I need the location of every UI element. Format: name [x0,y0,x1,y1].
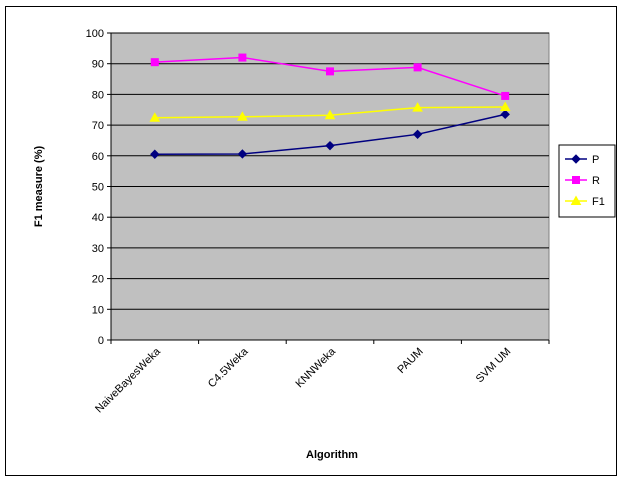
data-point [325,140,335,151]
axes [107,32,550,344]
x-tick-label: KNNWeka [293,345,338,390]
gridlines [111,32,549,310]
x-axis-title: Algorithm [306,449,358,461]
chart-frame: 0 10 20 30 40 50 60 70 80 90 100 NaiveBayesWeka C4.… [5,6,617,476]
legend-marker [572,176,580,184]
data-point [237,149,248,159]
data-point [238,53,247,62]
series-f1 [149,101,511,122]
data-point [501,91,510,100]
y-tick-label: 50 [92,182,104,194]
data-point [150,149,160,159]
data-point [150,58,159,67]
data-point [413,63,422,72]
x-tick-label: C4.5Weka [206,345,251,390]
legend-marker [571,154,581,164]
y-tick-label: 30 [92,243,104,255]
x-tick-labels: NaiveBayesWeka C4.5Weka KNNWeka PAUM SVM UM [93,345,513,415]
y-tick-label: 100 [86,28,104,40]
y-tick-labels: 0 10 20 30 40 50 60 70 80 90 100 [86,28,104,347]
legend: PR F1 [558,144,616,218]
y-axis-title: F1 measure (%) [33,146,45,228]
legend-label-r: R [592,175,600,187]
data-point [412,102,423,112]
y-tick-label: 40 [92,212,104,224]
series-p [150,109,510,159]
legend-label-f1: F1 [592,196,605,208]
y-tick-label: 20 [92,274,104,286]
series-r [150,53,510,100]
data-point [237,111,248,121]
data-point [326,67,334,76]
y-tick-label: 10 [92,304,104,316]
x-tick-label: PAUM [395,346,425,376]
y-tick-label: 70 [92,120,104,132]
y-tick-label: 0 [98,335,104,347]
data-point [149,112,161,122]
line-chart: 0 10 20 30 40 50 60 70 80 90 100 NaiveBayesWeka C4.… [33,28,616,461]
data-point [324,109,336,120]
legend-box [558,144,616,218]
y-tick-label: 60 [92,151,104,163]
data-point [500,109,510,120]
y-tick-label: 80 [92,89,104,101]
x-tick-label: NaiveBayesWeka [93,345,163,415]
legend-marker [570,195,582,205]
data-point [412,129,423,140]
y-tick-label: 90 [92,59,104,71]
x-tick-label: SVM UM [474,346,514,386]
legend-label-p: P [592,154,599,166]
series-group [149,53,511,159]
data-point [499,101,511,111]
